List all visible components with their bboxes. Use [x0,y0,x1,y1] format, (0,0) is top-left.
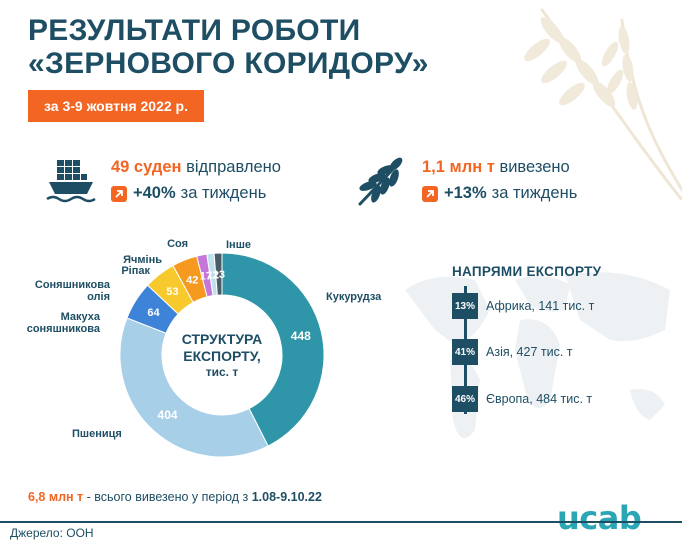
center-label-line-1: СТРУКТУРА [182,331,263,347]
arrow-up-icon [422,185,438,202]
total-text: - всього вивезено у період з [83,490,252,504]
category-label-інше: Інше [226,239,251,251]
ships-value-line: 49 суден відправлено [111,158,281,177]
volume-value-line: 1,1 млн т вивезено [422,158,570,177]
direction-row-europe: 46% Європа, 484 тис. т [452,385,592,413]
volume-change-text: за тиждень [491,184,578,202]
center-label-line-3: тис. т [206,365,239,379]
center-label-line-2: ЕКСПОРТУ, [183,348,261,364]
volume-change: +13% [444,184,487,202]
arrow-up-icon [111,185,127,202]
direction-label: Африка, 141 тис. т [486,299,595,313]
ships-change-text: за тиждень [180,184,267,202]
total-export-note: 6,8 млн т - всього вивезено у період з 1… [28,490,322,504]
donut-slices [119,252,325,458]
category-label-ячмінь: Ячмінь [123,254,162,266]
ships-stat: 49 суден відправлено +40% за тиждень [45,156,345,216]
donut-slice-кукурудза [221,252,325,447]
direction-row-asia: 41% Азія, 427 тис. т [452,338,573,366]
date-range-badge: за 3-9 жовтня 2022 р. [28,90,204,122]
ships-text: відправлено [186,158,281,176]
volume-text: вивезено [499,158,570,176]
direction-pct: 13% [452,293,478,319]
volume-change-line: +13% за тиждень [422,184,577,203]
ships-value: 49 суден [111,158,182,176]
slice-value-пшениця: 404 [158,408,178,422]
ship-icon [46,160,96,203]
slice-value-соняшникова-олія: 53 [166,286,178,298]
slice-value-ріпак: 42 [186,275,198,287]
source-note: Джерело: ООН [10,526,94,540]
total-period: 1.08-9.10.22 [251,490,322,504]
footer-divider [0,521,682,523]
slice-value-макуха-соняшникова: 64 [147,307,160,319]
category-label-соняшникова-олія-line-2: олія [87,291,110,303]
category-label-ріпак: Ріпак [121,265,150,277]
ships-change: +40% [133,184,176,202]
slice-value-ячмінь: 17 [200,271,212,283]
volume-stat: 1,1 млн т вивезено +13% за тиждень [356,156,656,216]
category-label-макуха-соняшникова-line-2: соняшникова [27,323,101,335]
ucab-logo: ucab [553,500,646,536]
direction-row-africa: 13% Африка, 141 тис. т [452,292,594,320]
direction-pct: 41% [452,339,478,365]
wheat-icon [358,157,403,206]
ships-change-line: +40% за тиждень [111,184,266,203]
category-label-соя: Соя [167,238,188,250]
slice-value-соя: 12 [207,270,219,282]
title-line-1: РЕЗУЛЬТАТИ РОБОТИ [28,14,361,47]
export-directions-title: НАПРЯМИ ЕКСПОРТУ [452,264,602,279]
category-label-соняшникова-олія-line-1: Соняшникова [35,279,111,291]
title-line-2: «ЗЕРНОВОГО КОРИДОРУ» [28,47,429,80]
slice-value-кукурудза: 448 [291,329,311,343]
category-label-макуха-соняшникова-line-1: Макуха [61,311,101,323]
donut-slice-пшениця [119,317,269,458]
direction-label: Азія, 427 тис. т [486,345,573,359]
direction-pct: 46% [452,386,478,412]
category-label-пшениця: Пшениця [72,428,122,440]
page-title: РЕЗУЛЬТАТИ РОБОТИ «ЗЕРНОВОГО КОРИДОРУ» [28,14,429,80]
slice-value-інше: 13 [213,269,225,281]
donut-slice-інше [213,252,223,296]
total-value: 6,8 млн т [28,490,84,504]
direction-label: Європа, 484 тис. т [486,392,593,406]
wheat-background-decoration [524,8,682,200]
volume-value: 1,1 млн т [422,158,495,176]
category-label-кукурудза: Кукурудза [326,291,382,303]
